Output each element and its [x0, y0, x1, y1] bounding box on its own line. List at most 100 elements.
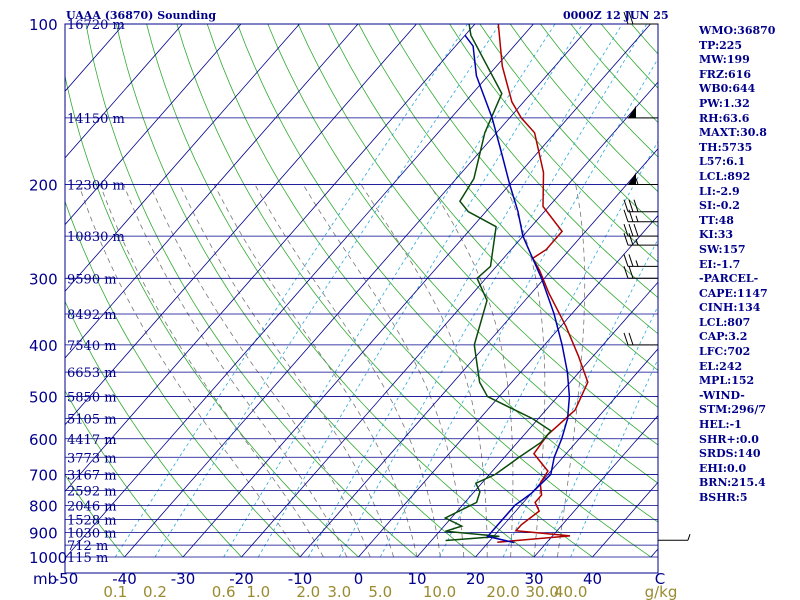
mixing-ratio-lines [114, 24, 658, 558]
pressure-tick-labels: 100 200 300 400 500 600 700 800 900 1000 mb [29, 16, 67, 588]
wind-barb [623, 209, 658, 223]
height-labels: 16720 m 14150 m 12300 m 10830 m 9590 m 8492 m… [67, 18, 125, 566]
isotherm-line [0, 24, 7, 557]
wind-barb [623, 332, 658, 346]
height-label: 6653 m [67, 366, 117, 381]
isotherm-line [241, 81, 658, 558]
height-label: 7540 m [67, 339, 117, 354]
height-label: 3773 m [67, 451, 117, 466]
valid-time: 0000Z 12 JUN 25 [563, 9, 669, 22]
index-value: BRN:215.4 [699, 476, 766, 490]
temperature-tick-label: 40 [583, 570, 602, 588]
mixing-ratio-line [154, 24, 501, 558]
index-value: MW:199 [699, 53, 750, 67]
mixing-ratio-tick-label: 0.1 [103, 583, 127, 600]
isotherm-line [299, 148, 658, 558]
pressure-tick-label: 500 [29, 389, 58, 407]
mixing-ratio-tick-label: 2.0 [296, 583, 320, 600]
moist-adiabat-line [149, 184, 371, 558]
wind-barb [623, 199, 658, 213]
height-label: 2046 m [67, 499, 117, 514]
index-value: LCL:807 [699, 315, 751, 329]
parcel-trace [464, 34, 571, 544]
index-value: CAPE:1147 [699, 286, 768, 300]
height-label: 5850 m [67, 391, 117, 406]
sounding-title: UAAA (36870) Sounding [66, 9, 217, 22]
mixing-ratio-tick-label: 3.0 [327, 583, 351, 600]
height-label: 3167 m [67, 468, 117, 483]
wind-barb [623, 254, 658, 267]
index-value: LCL:892 [699, 169, 751, 183]
mixing-ratio-tick-label: 5.0 [368, 583, 392, 600]
wind-barb [628, 172, 658, 185]
mixing-ratio-line [114, 24, 468, 558]
mixing-ratio-tick-label: 20.0 [486, 583, 519, 600]
index-value: SW:157 [699, 242, 746, 256]
isotherm-line [65, 24, 300, 292]
mixing-ratio-tick-label: 10.0 [423, 583, 456, 600]
sounding-traces [443, 24, 589, 544]
wind-barb [658, 534, 691, 541]
temperature-tick-label: -50 [54, 570, 79, 588]
temperature-tick-label: -40 [112, 570, 137, 588]
height-label: 8492 m [67, 308, 117, 323]
mixing-ratio-tick-labels: 0.1 0.2 0.6 1.0 2.0 3.0 5.0 10.0 20.0 30.040.0 g/k… [103, 583, 677, 600]
index-value: BSHR:5 [699, 491, 748, 504]
temperature-tick-label: 0 [354, 570, 364, 588]
index-value: WB0:644 [699, 82, 756, 96]
index-value: SHR+:0.0 [699, 432, 759, 446]
index-value: CINH:134 [699, 301, 761, 315]
mixing-ratio-line [307, 24, 623, 558]
index-value: EI:-1.7 [699, 257, 741, 271]
isotherm-line [475, 348, 658, 558]
height-label: 5105 m [67, 413, 117, 428]
index-value: -PARCEL- [699, 272, 759, 286]
isotherms [0, 24, 658, 558]
index-value: EHI:0.0 [699, 461, 747, 475]
temperature-tick-label: -30 [171, 570, 196, 588]
isotherm-line [124, 24, 593, 558]
index-value: EL:242 [699, 359, 743, 373]
temperature-tick-label: 30 [524, 570, 543, 588]
temperature-tick-label: -10 [288, 570, 313, 588]
mixing-ratio-tick-label: 30.0 [526, 583, 559, 600]
index-value: KI:33 [699, 228, 734, 242]
temperature-unit-label: C [655, 570, 665, 588]
index-value: SRDS:140 [699, 447, 761, 461]
moist-adiabat-line [302, 184, 465, 558]
index-value: SI:-0.2 [699, 199, 740, 213]
moist-adiabat-line [99, 184, 324, 558]
mixing-ratio-tick-label: 0.2 [143, 583, 167, 600]
pressure-unit-label: mb [33, 570, 57, 588]
isotherm-line [65, 24, 417, 426]
pressure-tick-label: 1000 [29, 549, 67, 567]
index-value: MAXT:30.8 [699, 126, 767, 140]
stability-indices-panel: WMO:36870 TP:225 MW:199 FRZ:616 WB0:644 PW:1.… [699, 24, 799, 506]
wind-barb [623, 11, 658, 25]
isotherm-line [65, 24, 534, 558]
dry-adiabats [65, 24, 658, 558]
index-value: TT:48 [699, 213, 734, 227]
temperature-tick-label: -20 [229, 570, 254, 588]
isotherm-line [533, 415, 658, 558]
moist-adiabats [78, 184, 586, 558]
index-value: TH:5735 [699, 140, 753, 154]
index-value: LFC:702 [699, 345, 751, 359]
mixing-ratio-tick-label: 40.0 [554, 583, 587, 600]
wind-barb [628, 105, 658, 119]
isotherm-line [65, 24, 242, 226]
mixing-ratio-tick-label: 1.0 [246, 583, 270, 600]
height-label: 1030 m [67, 527, 117, 542]
pressure-tick-label: 600 [29, 431, 58, 449]
index-value: CAP:3.2 [699, 330, 748, 344]
plot-frame [64, 23, 659, 574]
wind-barb [623, 233, 658, 246]
height-label: 12300 m [67, 178, 125, 193]
index-value: WMO:36870 [699, 24, 776, 37]
height-label: 16720 m [67, 18, 125, 33]
index-value: TP:225 [699, 38, 743, 52]
index-value: -WIND- [699, 388, 745, 402]
dry-adiabat-line [267, 24, 658, 484]
wind-barbs [623, 11, 691, 541]
height-label: 9590 m [67, 272, 117, 287]
